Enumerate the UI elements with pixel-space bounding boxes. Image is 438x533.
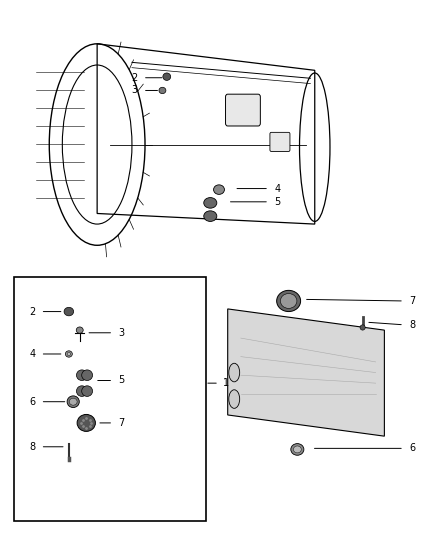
Text: 5: 5 — [275, 197, 281, 207]
Text: 7: 7 — [410, 296, 416, 306]
Text: 4: 4 — [275, 183, 281, 193]
Ellipse shape — [77, 386, 87, 397]
Ellipse shape — [291, 443, 304, 455]
Ellipse shape — [360, 325, 365, 330]
Ellipse shape — [64, 308, 74, 316]
Ellipse shape — [65, 351, 72, 357]
Ellipse shape — [163, 73, 171, 80]
Ellipse shape — [67, 396, 79, 408]
Ellipse shape — [214, 185, 224, 195]
Ellipse shape — [293, 446, 301, 453]
Text: 6: 6 — [410, 443, 416, 454]
Text: 1: 1 — [223, 378, 229, 388]
Ellipse shape — [77, 415, 95, 431]
Ellipse shape — [159, 87, 166, 94]
Text: 3: 3 — [118, 328, 124, 338]
FancyBboxPatch shape — [270, 132, 290, 151]
Text: 6: 6 — [30, 397, 36, 407]
Text: 8: 8 — [410, 320, 416, 330]
Ellipse shape — [277, 290, 300, 312]
Text: 2: 2 — [30, 306, 36, 317]
Ellipse shape — [229, 364, 240, 382]
Text: 4: 4 — [30, 349, 36, 359]
Text: 7: 7 — [118, 418, 124, 428]
Ellipse shape — [77, 370, 87, 381]
Ellipse shape — [229, 390, 240, 408]
Ellipse shape — [204, 211, 217, 221]
PathPatch shape — [228, 309, 385, 436]
Bar — [14, 277, 206, 521]
Text: 2: 2 — [131, 72, 137, 83]
Ellipse shape — [82, 386, 92, 397]
FancyBboxPatch shape — [226, 94, 260, 126]
Ellipse shape — [82, 370, 92, 381]
Ellipse shape — [204, 198, 217, 208]
Text: 8: 8 — [30, 442, 36, 452]
Ellipse shape — [67, 352, 71, 356]
Text: 5: 5 — [118, 375, 124, 385]
Text: 3: 3 — [131, 85, 137, 95]
Ellipse shape — [280, 294, 297, 309]
Ellipse shape — [69, 398, 77, 405]
Ellipse shape — [76, 327, 83, 333]
